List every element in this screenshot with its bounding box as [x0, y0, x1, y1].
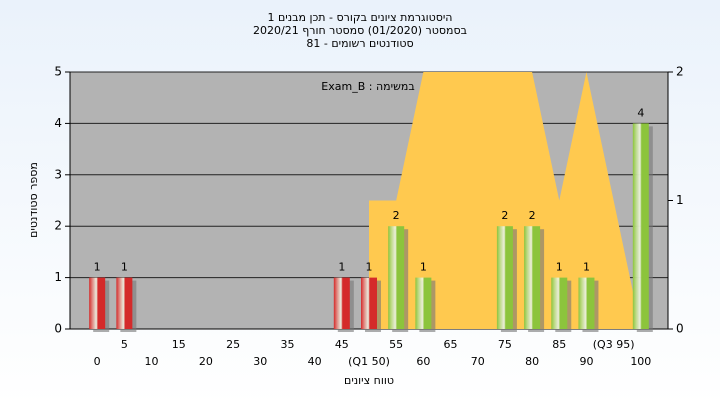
bar: [361, 277, 377, 329]
data-label: 1: [583, 261, 590, 274]
bar: [116, 277, 133, 329]
data-label: 1: [121, 261, 128, 274]
title-line: היסטוגרמת ציונים בקורס - תכן מבנים 1: [268, 11, 453, 24]
x-tick-label: 85: [552, 338, 566, 351]
annotation: Exam_B : במשימה: [321, 80, 414, 93]
x-tick-label: 45: [335, 338, 349, 351]
x-tick-label: 35: [280, 338, 294, 351]
data-label: 1: [94, 261, 101, 274]
x-tick-label: 60: [416, 355, 430, 368]
bar: [496, 226, 513, 329]
y-tick-label: 3: [54, 167, 62, 181]
data-label: 4: [637, 106, 644, 119]
x-tick-label: 0: [94, 355, 101, 368]
title-line: בסמסטר (01/2020) סמסטר חורף 2020/21: [253, 24, 467, 37]
data-label: 1: [338, 261, 345, 274]
bar: [551, 277, 568, 329]
x-tick-label: 90: [579, 355, 593, 368]
y2-tick-label: 1: [676, 193, 684, 207]
data-label: 1: [420, 261, 427, 274]
bar: [333, 277, 350, 329]
x-tick-label: 20: [199, 355, 213, 368]
y-tick-label: 2: [54, 219, 62, 233]
area: [369, 72, 641, 329]
x-tick-label: 15: [172, 338, 186, 351]
title-line: סטודנטים רשומים - 81: [306, 37, 413, 50]
data-label: 1: [366, 261, 373, 274]
x-axis-title: טווח ציונים: [344, 374, 394, 387]
x-tick-label: 65: [444, 338, 458, 351]
y-tick-label: 4: [54, 116, 62, 130]
data-label: 2: [393, 209, 400, 222]
x-tick-label: 100: [630, 355, 651, 368]
y-tick-label: 0: [54, 322, 62, 336]
data-label: 1: [556, 261, 563, 274]
x-tick-label: 55: [389, 338, 403, 351]
y2-tick-label: 2: [676, 65, 684, 79]
y-tick-label: 5: [54, 65, 62, 79]
x-tick-label: 70: [471, 355, 485, 368]
x-tick-label: 75: [498, 338, 512, 351]
bar: [632, 123, 649, 330]
x-tick-label: (Q3 95): [593, 338, 635, 351]
bar: [388, 226, 405, 329]
data-label: 2: [501, 209, 508, 222]
data-label: 2: [529, 209, 536, 222]
x-tick-label: (Q1 50): [348, 355, 390, 368]
x-tick-label: 10: [145, 355, 159, 368]
bar: [415, 277, 432, 329]
y2-tick-label: 0: [676, 322, 684, 336]
x-tick-label: 25: [226, 338, 240, 351]
bar: [578, 277, 595, 329]
bar: [89, 277, 106, 329]
x-tick-label: 80: [525, 355, 539, 368]
x-tick-label: 5: [121, 338, 128, 351]
y-tick-label: 1: [54, 270, 62, 284]
x-tick-label: 30: [253, 355, 267, 368]
y-axis-title: מספר סטודנטים: [27, 162, 40, 238]
x-tick-label: 40: [308, 355, 322, 368]
bar: [524, 226, 541, 329]
